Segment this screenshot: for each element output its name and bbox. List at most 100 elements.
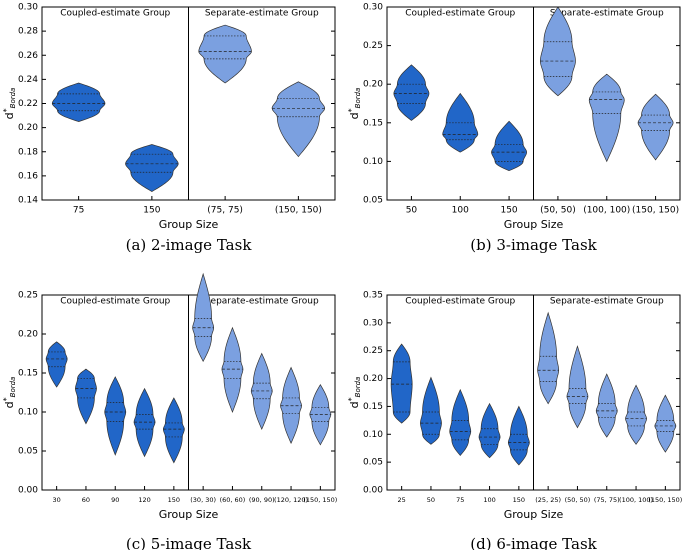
y-tick-label: 0.24 <box>18 75 38 85</box>
violin <box>51 82 106 122</box>
x-tick-label: (120, 120) <box>274 496 308 504</box>
y-tick-label: 0.30 <box>363 3 383 13</box>
x-tick-label: (100, 100) <box>619 496 653 504</box>
violin <box>442 92 479 153</box>
x-axis-label: Group Size <box>159 508 219 521</box>
x-tick-label: (25, 25) <box>535 496 561 504</box>
x-tick-label: (90, 90) <box>249 496 275 504</box>
x-tick-label: 50 <box>427 496 435 504</box>
violin <box>420 376 442 445</box>
x-tick-label: 60 <box>82 496 90 504</box>
x-tick-label: 150 <box>513 496 525 504</box>
y-tick-label: 0.20 <box>363 80 383 90</box>
violin <box>280 366 302 445</box>
x-tick-label: 50 <box>406 206 418 216</box>
violin <box>125 144 179 192</box>
y-tick-label: 0.16 <box>18 171 38 181</box>
y-tick-label: 0.15 <box>18 369 38 379</box>
violin <box>250 352 273 431</box>
group-label: Coupled-estimate Group <box>405 9 515 19</box>
y-label-sub: Borda <box>354 377 362 398</box>
violin <box>393 64 430 121</box>
x-tick-label: (50, 50) <box>565 496 591 504</box>
x-axis-label: Group Size <box>504 508 564 521</box>
y-tick-label: 0.14 <box>18 196 38 206</box>
y-axis-label: d*Borda <box>2 377 18 409</box>
x-tick-label: (60, 60) <box>220 496 246 504</box>
y-label-sup: * <box>347 397 356 401</box>
y-label-sub: Borda <box>9 88 17 109</box>
violin <box>390 343 413 424</box>
y-label-base: d <box>348 401 361 408</box>
x-tick-label: 150 <box>143 206 160 216</box>
group-label: Separate-estimate Group <box>550 297 664 307</box>
violin <box>309 384 332 446</box>
x-tick-label: (150, 150) <box>648 496 682 504</box>
violin <box>271 81 326 158</box>
y-tick-label: 0.05 <box>363 458 383 468</box>
x-tick-label: 100 <box>452 206 469 216</box>
violin <box>133 387 156 458</box>
y-tick-label: 0.10 <box>18 408 38 418</box>
y-axis-label: d*Borda <box>347 88 363 120</box>
y-tick-label: 0.26 <box>18 51 38 61</box>
y-tick-label: 0.30 <box>363 318 383 328</box>
x-tick-label: (100, 100) <box>583 206 630 216</box>
y-tick-label: 0.25 <box>363 346 383 356</box>
caption: (c) 5-image Task <box>126 535 252 550</box>
group-label: Coupled-estimate Group <box>60 297 170 307</box>
caption: (a) 2-image Task <box>126 236 253 254</box>
y-label-sub: Borda <box>9 377 17 398</box>
violin <box>75 368 97 425</box>
x-axis-label: Group Size <box>159 218 219 231</box>
x-tick-label: (75, 75) <box>207 206 243 216</box>
violin <box>45 341 68 388</box>
violin <box>566 345 589 429</box>
violin <box>221 326 244 413</box>
y-tick-label: 0.05 <box>363 196 383 206</box>
violin <box>449 388 472 457</box>
y-tick-label: 0.05 <box>18 447 38 457</box>
x-tick-label: 25 <box>398 496 406 504</box>
x-tick-label: 75 <box>73 206 84 216</box>
x-tick-label: (50, 50) <box>540 206 576 216</box>
y-tick-label: 0.25 <box>18 291 38 301</box>
y-axis-label: d*Borda <box>2 88 18 120</box>
y-tick-label: 0.10 <box>363 157 383 167</box>
violin <box>537 311 560 405</box>
x-tick-label: 30 <box>53 496 61 504</box>
violin <box>654 394 677 453</box>
y-tick-label: 0.18 <box>18 147 38 157</box>
x-tick-label: 100 <box>483 496 495 504</box>
group-label: Separate-estimate Group <box>205 297 319 307</box>
y-label-sub: Borda <box>354 88 362 109</box>
x-tick-label: (75, 75) <box>594 496 620 504</box>
violin <box>625 384 647 445</box>
violin <box>192 272 215 363</box>
x-tick-label: 120 <box>138 496 150 504</box>
y-tick-label: 0.30 <box>18 3 38 13</box>
y-tick-label: 0.15 <box>363 402 383 412</box>
violin <box>588 73 625 163</box>
y-tick-label: 0.00 <box>18 486 38 496</box>
y-label-sup: * <box>347 108 356 112</box>
violin <box>539 6 576 97</box>
y-tick-label: 0.25 <box>363 41 383 51</box>
y-label-sup: * <box>2 397 11 401</box>
y-label-base: d <box>348 112 361 119</box>
x-tick-label: (30, 30) <box>190 496 216 504</box>
y-label-sup: * <box>2 108 11 112</box>
caption: (d) 6-image Task <box>470 535 597 550</box>
y-tick-label: 0.15 <box>363 118 383 128</box>
violin <box>198 24 252 84</box>
group-label: Separate-estimate Group <box>550 9 664 19</box>
violin <box>478 402 501 459</box>
violin <box>507 405 530 466</box>
x-tick-label: 150 <box>500 206 517 216</box>
y-tick-label: 0.20 <box>363 374 383 384</box>
y-tick-label: 0.10 <box>363 430 383 440</box>
x-tick-label: 75 <box>456 496 464 504</box>
violin <box>162 397 185 464</box>
group-label: Coupled-estimate Group <box>405 297 515 307</box>
